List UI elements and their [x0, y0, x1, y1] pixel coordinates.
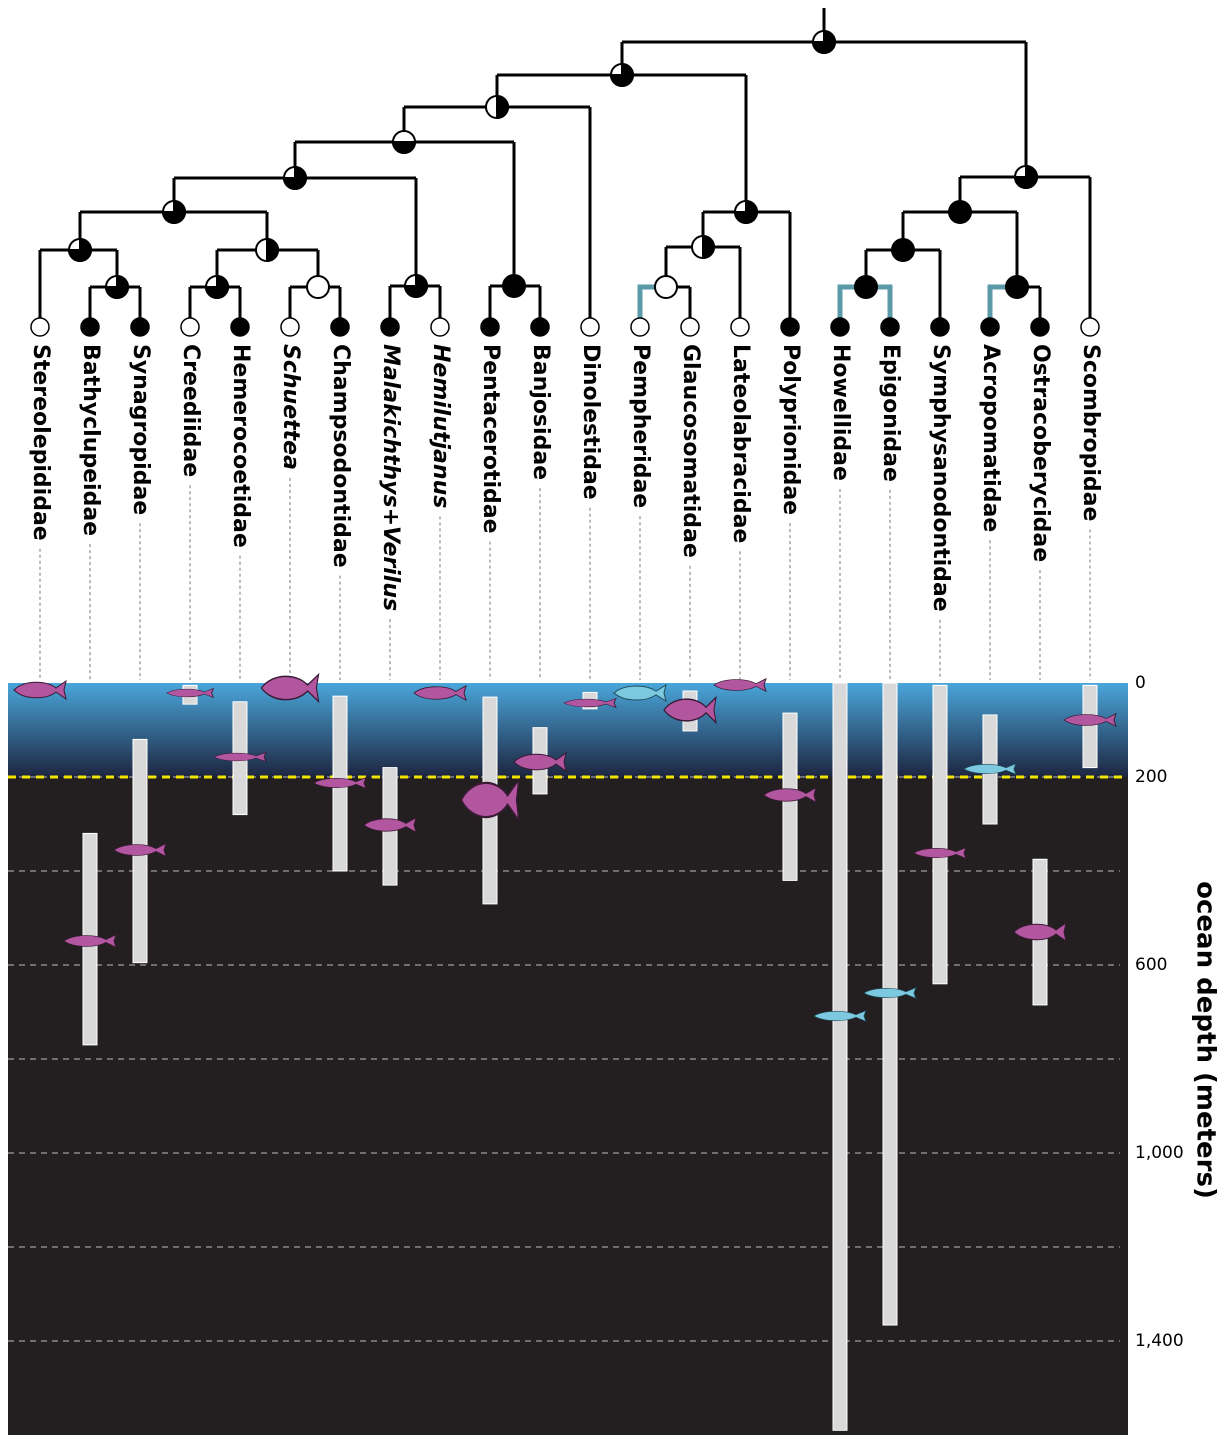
- tip-filled: [80, 317, 100, 337]
- tip-filled: [980, 317, 1000, 337]
- taxon-label: Hemilutjanus: [428, 344, 453, 508]
- tip-open: [30, 317, 50, 337]
- tip-open: [180, 317, 200, 337]
- tip-filled: [480, 317, 500, 337]
- taxon-label: Champsodontidae: [328, 344, 353, 568]
- tip-open: [630, 317, 650, 337]
- tip-filled: [230, 317, 250, 337]
- tip-open: [1080, 317, 1100, 337]
- taxon-label: Hemerocoetidae: [228, 344, 253, 548]
- depth-range: [832, 682, 848, 1431]
- tip-filled: [380, 317, 400, 337]
- tip-filled: [780, 317, 800, 337]
- tip-open: [430, 317, 450, 337]
- y-tick-label: 0: [1135, 673, 1146, 693]
- taxa: Stereolepididae Bathyclupeidae Synagropida…: [28, 317, 1103, 680]
- tip-filled: [330, 317, 350, 337]
- taxon-label: Glaucosomatidae: [678, 344, 703, 558]
- tip-filled: [930, 317, 950, 337]
- taxon-label: Howellidae: [828, 344, 853, 481]
- taxon-label: Pempheridae: [628, 344, 653, 508]
- photic-zone: [8, 683, 1128, 777]
- tip-filled: [830, 317, 850, 337]
- depth-range: [882, 682, 898, 1326]
- taxon-label: Acropomatidae: [978, 344, 1003, 532]
- taxon-label: Malakichthys+Verilus: [378, 344, 403, 611]
- tip-open: [680, 317, 700, 337]
- tip-open: [730, 317, 750, 337]
- taxon-label: Banjosidae: [528, 344, 553, 480]
- taxon-label: Synagropidae: [128, 344, 153, 515]
- depth-range: [932, 684, 948, 985]
- tip-filled: [1030, 317, 1050, 337]
- taxon-label: Epigonidae: [878, 344, 903, 482]
- y-tick-label: 200: [1135, 767, 1167, 787]
- y-tick-label: 600: [1135, 955, 1167, 975]
- y-tick-label: 1,400: [1135, 1331, 1184, 1351]
- tip-open: [280, 317, 300, 337]
- taxon-label: Creediidae: [178, 344, 203, 477]
- taxon-label: Dinolestidae: [578, 344, 603, 500]
- depth-range: [1082, 684, 1098, 769]
- phylogeny: [38, 8, 1092, 325]
- taxon-label: Bathyclupeidae: [78, 344, 103, 536]
- tip-filled: [530, 317, 550, 337]
- taxon-label: Stereolepididae: [28, 344, 53, 541]
- taxon-label: Schuettea: [278, 344, 303, 470]
- tip-open: [580, 317, 600, 337]
- taxon-label: Pentacerotidae: [478, 344, 503, 534]
- taxon-label: Ostracoberycidae: [1028, 344, 1053, 562]
- taxon-label: Scombropidae: [1078, 344, 1103, 521]
- taxon-label: Lateolabracidae: [728, 344, 753, 543]
- taxon-label: Symphysanodontidae: [928, 344, 953, 612]
- tip-filled: [880, 317, 900, 337]
- taxon-label: Polyprionidae: [778, 344, 803, 515]
- y-tick-label: 1,000: [1135, 1143, 1184, 1163]
- tip-filled: [130, 317, 150, 337]
- plot-area: 0 200 600 1,000 1,400: [8, 673, 1184, 1435]
- y-axis-label: ocean depth (meters): [1191, 881, 1221, 1199]
